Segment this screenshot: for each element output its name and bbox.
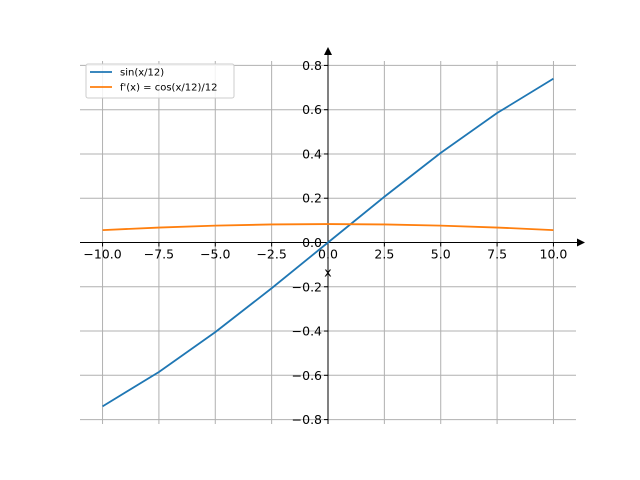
x-tick-label: 5.0 bbox=[431, 247, 451, 262]
y-tick-label: 0.6 bbox=[302, 102, 322, 117]
x-tick-label: 10.0 bbox=[540, 247, 568, 262]
legend-label: sin(x/12) bbox=[120, 68, 164, 79]
x-tick-label: −7.5 bbox=[144, 247, 174, 262]
y-tick-label: −0.4 bbox=[292, 324, 322, 339]
legend-label: f'(x) = cos(x/12)/12 bbox=[120, 83, 217, 94]
y-tick-label: 0.0 bbox=[302, 235, 322, 250]
series-lines bbox=[102, 77, 554, 408]
y-tick-label: 0.8 bbox=[302, 58, 322, 73]
x-tick-label: −2.5 bbox=[256, 247, 286, 262]
y-tick-label: 0.2 bbox=[302, 191, 322, 206]
series-line-1 bbox=[102, 77, 554, 408]
tick-labels: −10.0 −7.5 −5.0 −2.5 0.0 2.5 5.0 7.5 10.0 −0.8 −0.… bbox=[83, 58, 567, 427]
axes bbox=[80, 47, 585, 424]
y-tick-label: −0.8 bbox=[292, 412, 322, 427]
legend: sin(x/12) f'(x) = cos(x/12)/12 bbox=[85, 63, 235, 99]
y-tick-label: 0.4 bbox=[302, 146, 322, 161]
x-axis-arrow-icon bbox=[577, 238, 585, 247]
x-tick-label: 0.0 bbox=[318, 247, 338, 262]
y-axis-arrow-icon bbox=[324, 47, 332, 55]
y-tick-label: −0.6 bbox=[292, 368, 322, 383]
series-line-2 bbox=[102, 223, 554, 231]
x-tick-label: −10.0 bbox=[83, 247, 121, 262]
x-tick-label: 7.5 bbox=[487, 247, 507, 262]
x-tick-label: −5.0 bbox=[200, 247, 230, 262]
x-axis-label: x bbox=[324, 265, 331, 280]
x-tick-label: 2.5 bbox=[374, 247, 394, 262]
legend-box bbox=[85, 63, 235, 99]
y-tick-label: −0.2 bbox=[292, 279, 322, 294]
